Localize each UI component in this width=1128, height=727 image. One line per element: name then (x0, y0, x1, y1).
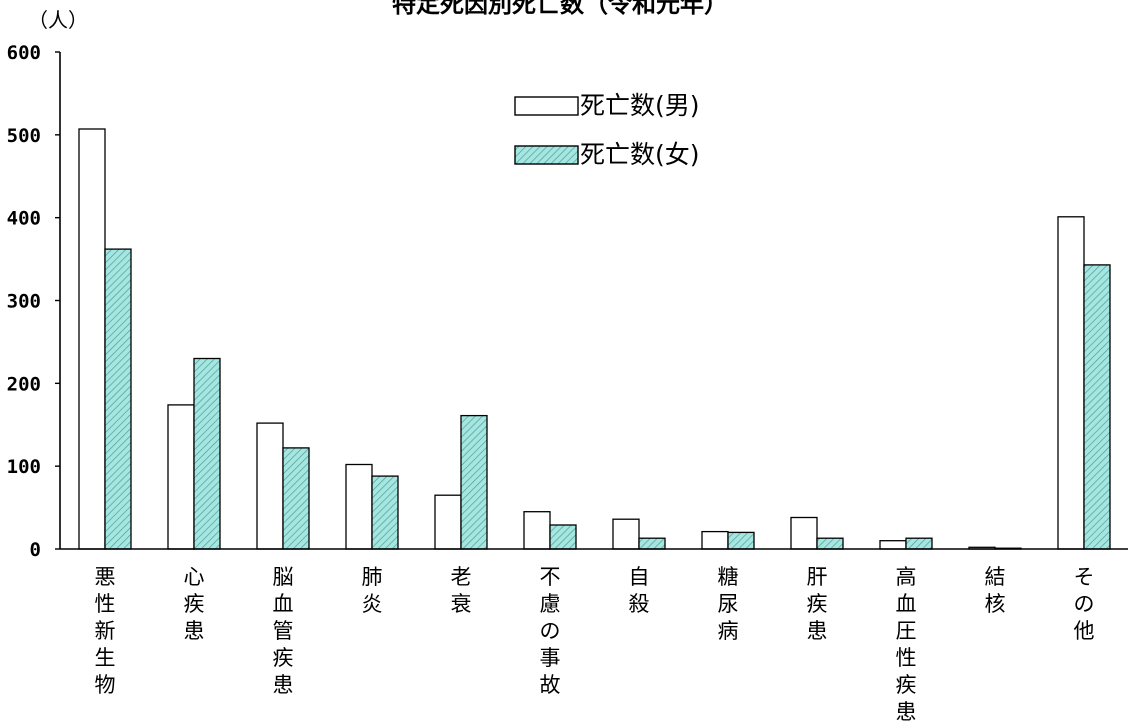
chart-title: 特定死因別死亡数（令和元年） (392, 0, 728, 18)
bar-female (193, 357, 221, 550)
y-tick-label: 600 (7, 42, 41, 64)
bar-female (282, 447, 310, 550)
x-tick-label: 結核 (985, 565, 1006, 616)
bar-male (256, 422, 284, 550)
bar-male (78, 128, 106, 550)
bar-male (1057, 216, 1085, 550)
legend-label-female: 死亡数(女) (580, 140, 700, 169)
x-axis-labels: 悪性新生物 心疾患 脳血管疾患 肺炎 老衰 不慮の事故 自殺 糖尿病 肝疾患 高血圧性疾患 結核 その… (95, 565, 1095, 724)
x-tick-label: 自殺 (629, 565, 650, 616)
legend-label-male: 死亡数(男) (580, 91, 700, 120)
x-tick-label: 老衰 (451, 565, 472, 616)
x-tick-label: 肝疾患 (807, 565, 828, 643)
x-tick-label: 高血圧性疾患 (896, 565, 917, 724)
bar-female (549, 524, 577, 550)
x-tick-label: 糖尿病 (718, 565, 739, 643)
x-tick-label: 悪性新生物 (95, 565, 116, 697)
y-tick-label: 400 (7, 208, 41, 230)
legend: 死亡数(男) 死亡数(女) (514, 91, 700, 169)
legend-swatch-female (514, 145, 579, 165)
legend-swatch-male (514, 96, 579, 116)
x-tick-label: 不慮の事故 (540, 565, 561, 697)
bar-male (879, 540, 907, 550)
x-tick-label: その他 (1074, 565, 1095, 643)
bar-male (345, 463, 373, 550)
x-tick-label: 脳血管疾患 (273, 565, 294, 697)
bar-female (104, 248, 132, 550)
x-tick-label: 肺炎 (362, 565, 383, 616)
bar-female (816, 537, 844, 550)
bar-male (612, 518, 640, 550)
bar-male (790, 516, 818, 550)
bar-female (905, 537, 933, 550)
y-tick-label: 100 (7, 456, 41, 478)
y-tick-label: 500 (7, 125, 41, 147)
bar-female (460, 414, 488, 550)
x-tick-label: 心疾患 (184, 565, 205, 643)
bar-female (727, 531, 755, 550)
y-tick-label: 200 (7, 373, 41, 395)
bar-female (1083, 264, 1111, 550)
y-axis-unit: （人） (28, 8, 88, 32)
bar-female (371, 475, 399, 550)
bar-male (167, 404, 195, 550)
y-tick-label: 300 (7, 291, 41, 313)
bar-female (638, 537, 666, 550)
y-axis-ticks: 0 100 200 300 400 500 600 (7, 42, 60, 561)
bar-male (701, 530, 729, 550)
y-tick-label: 0 (30, 539, 41, 561)
bars (78, 128, 1111, 550)
bar-male (523, 511, 551, 550)
bar-male (434, 494, 462, 550)
